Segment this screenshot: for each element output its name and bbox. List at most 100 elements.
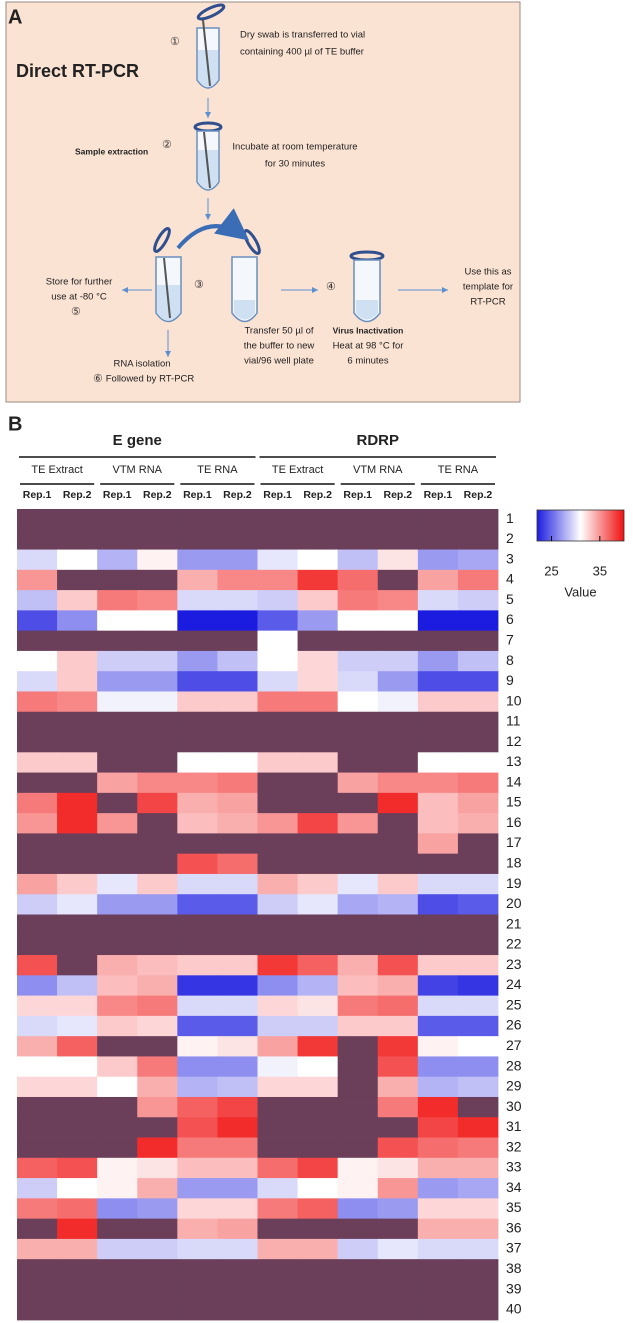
heatmap-cell — [297, 813, 339, 834]
row-label: 16 — [506, 814, 522, 830]
heatmap-cell — [337, 569, 379, 591]
heatmap-cell — [17, 1036, 58, 1057]
heatmap-cell — [17, 792, 58, 814]
row-label: 35 — [506, 1199, 522, 1215]
heatmap-cell — [177, 914, 218, 936]
heatmap-cell — [177, 1076, 218, 1098]
heatmap-cell — [377, 813, 419, 834]
heatmap-cell — [97, 650, 138, 672]
row-label: 3 — [506, 550, 514, 566]
heatmap-cell — [377, 955, 419, 976]
heatmap-cell — [217, 732, 258, 753]
heatmap-cell — [137, 1117, 178, 1138]
heatmap-cell — [217, 833, 258, 855]
heatmap-cell — [377, 549, 419, 571]
heatmap-cell — [337, 691, 379, 713]
heatmap-cell — [257, 1218, 298, 1240]
heatmap-cell — [297, 1036, 339, 1057]
heatmap-cell — [137, 1036, 178, 1057]
panel-a-box — [5, 1, 521, 403]
heatmap-cell — [97, 529, 138, 550]
heatmap-cell — [17, 914, 58, 936]
heatmap-cell — [417, 995, 459, 1017]
heatmap-cell — [297, 752, 339, 773]
heatmap-cell — [57, 1299, 98, 1321]
heatmap-cell — [97, 1218, 138, 1240]
subgroup-label: TE Extract — [272, 464, 323, 476]
heatmap-cell — [337, 671, 379, 692]
heatmap-cell — [337, 1015, 379, 1037]
heatmap-cell — [137, 792, 178, 814]
heatmap-cell — [177, 833, 218, 855]
heatmap-cell — [137, 691, 178, 713]
heatmap-cell — [57, 529, 98, 550]
heatmap-cell — [97, 1178, 138, 1199]
heatmap-cell — [377, 1056, 419, 1078]
heatmap-cell — [97, 792, 138, 814]
heatmap-cell — [457, 732, 499, 753]
heatmap-cell — [217, 894, 258, 915]
subgroup-label: TE RNA — [197, 464, 238, 476]
heatmap-cell — [137, 1178, 178, 1199]
heatmap-cell — [57, 1015, 98, 1037]
heatmap-cell — [337, 914, 379, 936]
heatmap-cell — [137, 732, 178, 753]
heatmap-cell — [417, 1259, 459, 1280]
heatmap-cell — [177, 1178, 218, 1199]
heatmap-cell — [297, 1279, 339, 1301]
heatmap-cell — [457, 1157, 499, 1179]
heatmap-cell — [457, 1259, 499, 1280]
heatmap-cell — [297, 1218, 339, 1240]
heatmap-cell — [137, 1238, 178, 1260]
column-label: Rep.1 — [424, 489, 453, 501]
heatmap-cell — [217, 610, 258, 632]
heatmap-cell — [57, 914, 98, 936]
colorbar-tick-label: 25 — [544, 563, 558, 578]
row-label: 40 — [506, 1301, 522, 1317]
heatmap-cell — [97, 1036, 138, 1057]
heatmap-cell — [297, 1259, 339, 1280]
heatmap-cell — [217, 975, 258, 996]
heatmap-cell — [297, 772, 339, 794]
heatmap-cell — [217, 711, 258, 733]
heatmap-cell — [17, 1299, 58, 1321]
heatmap-cell — [297, 1117, 339, 1138]
heatmap-cell — [17, 833, 58, 855]
heatmap-cell — [377, 914, 419, 936]
heatmap-cell — [417, 1137, 459, 1159]
row-label: 19 — [506, 875, 522, 891]
heatmap-cell — [177, 1238, 218, 1260]
output-text: template for — [463, 282, 513, 293]
group-label: RDRP — [356, 432, 399, 449]
step-text: vial/96 well plate — [244, 356, 314, 367]
heatmap-cell — [17, 1056, 58, 1078]
heatmap-cell — [137, 813, 178, 834]
heatmap-cell — [457, 509, 499, 530]
row-label: 2 — [506, 530, 514, 546]
heatmap-cell — [177, 1299, 218, 1321]
heatmap-cell — [297, 833, 339, 855]
row-label: 10 — [506, 692, 522, 708]
heatmap-cell — [457, 1015, 499, 1037]
row-label: 15 — [506, 794, 522, 810]
column-label: Rep.2 — [143, 489, 172, 501]
heatmap-cell — [337, 1259, 379, 1280]
heatmap-cell — [377, 792, 419, 814]
heatmap-cell — [457, 1178, 499, 1199]
heatmap-cell — [57, 752, 98, 773]
heatmap-cell — [97, 1076, 138, 1098]
heatmap-cell — [457, 1056, 499, 1078]
heatmap-cell — [137, 894, 178, 915]
row-label: 20 — [506, 895, 522, 911]
group-label: E gene — [113, 432, 162, 449]
heatmap-cell — [457, 853, 499, 875]
heatmap-cell — [137, 711, 178, 733]
heatmap-cell — [17, 894, 58, 915]
heatmap-cell — [97, 853, 138, 875]
heatmap-cell — [257, 914, 298, 936]
heatmap-cell — [57, 569, 98, 591]
heatmap-cell — [417, 752, 459, 773]
heatmap-cell — [377, 1279, 419, 1301]
heatmap-cell — [217, 1056, 258, 1078]
heatmap-cell — [257, 610, 298, 632]
